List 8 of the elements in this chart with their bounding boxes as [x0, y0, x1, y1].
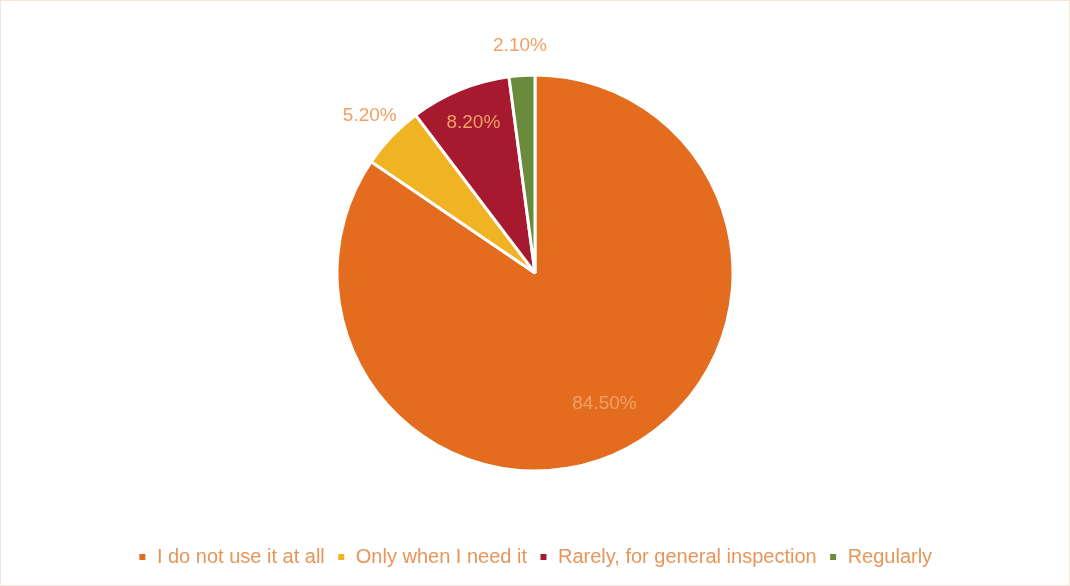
- legend-label: I do not use it at all: [156, 544, 325, 567]
- legend-label: Only when I need it: [355, 544, 528, 567]
- data-label: 8.20%: [446, 111, 501, 133]
- data-label: 2.10%: [493, 33, 548, 55]
- data-label: 84.50%: [572, 392, 637, 414]
- legend-label: Rarely, for general inspection: [557, 544, 817, 567]
- legend-label: Regularly: [847, 544, 933, 567]
- data-label: 5.20%: [342, 104, 397, 126]
